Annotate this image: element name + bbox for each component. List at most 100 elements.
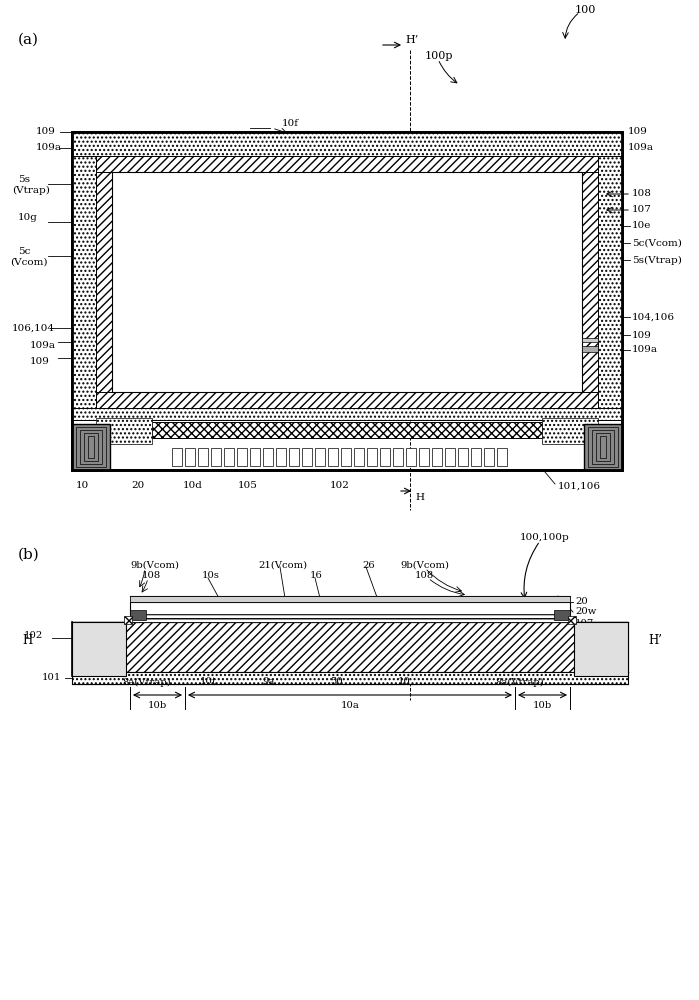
Bar [554,610,570,620]
Text: 10g: 10g [18,214,38,223]
Bar [72,408,622,420]
Text: 20w: 20w [575,607,596,616]
Bar [130,596,570,602]
Text: 10w: 10w [575,631,596,640]
Bar [72,622,628,672]
Text: 10a: 10a [298,263,322,276]
Text: 100: 100 [575,5,596,15]
Text: 109: 109 [628,127,648,136]
Text: 20: 20 [131,482,145,490]
Bar [76,427,106,467]
Text: 50: 50 [330,678,343,686]
Text: 109: 109 [632,330,652,340]
Text: 109: 109 [30,358,50,366]
Bar [72,132,622,156]
Text: 10: 10 [75,482,89,490]
Bar [198,448,208,466]
Text: 100,100p: 100,100p [520,534,570,542]
Text: 107: 107 [632,206,652,215]
Bar [289,448,299,466]
Bar [406,448,416,466]
Text: 101: 101 [42,674,62,682]
Text: 101,106: 101,106 [558,482,601,490]
Text: 102: 102 [330,482,350,490]
Bar [96,418,152,444]
Bar [596,433,610,461]
Text: 100p: 100p [425,51,454,61]
Text: (b): (b) [18,548,40,562]
Text: 9a: 9a [262,678,275,686]
Bar [471,448,481,466]
Text: 108: 108 [142,572,161,580]
Bar [393,448,403,466]
Text: 20: 20 [575,597,588,606]
Text: 10b: 10b [148,700,167,710]
Text: 10f: 10f [282,118,298,127]
Bar [568,616,576,624]
Text: 10d: 10d [183,482,203,490]
Bar [484,448,494,466]
Bar [185,448,195,466]
Text: 109a: 109a [36,143,62,152]
Bar [367,448,377,466]
Bar [584,424,622,470]
Bar [582,346,598,352]
Text: 9b(Vcom): 9b(Vcom) [400,560,449,570]
Bar [315,448,325,466]
Bar [80,430,102,464]
Text: (a): (a) [18,33,39,47]
Bar [458,448,468,466]
Bar [600,436,606,458]
Bar [592,430,614,464]
Text: 10b: 10b [570,296,590,304]
Text: 16: 16 [310,572,323,580]
Text: 10b: 10b [533,700,552,710]
Bar [542,418,598,444]
Text: (Vtrap): (Vtrap) [12,185,50,195]
Text: 10: 10 [398,678,411,686]
Bar [237,448,247,466]
Bar [380,448,390,466]
Text: 5c(Vcom): 5c(Vcom) [632,238,682,247]
Text: 10s: 10s [202,572,220,580]
Bar [598,156,622,420]
Bar [152,422,542,438]
Bar [72,156,96,420]
Text: H: H [22,634,32,647]
Text: 10a: 10a [340,700,359,710]
Bar [582,172,598,408]
Text: 10e: 10e [632,222,651,231]
Bar [130,610,146,620]
Bar [302,448,312,466]
Text: (Vcom): (Vcom) [10,257,48,266]
Text: 107: 107 [575,618,594,628]
Bar [88,436,94,458]
Text: 104,106: 104,106 [632,312,675,322]
Text: 109: 109 [36,127,56,136]
Text: 106,104: 106,104 [12,324,55,332]
Text: 107a: 107a [265,338,291,347]
Bar [112,172,582,392]
Text: 5c: 5c [18,247,30,256]
Text: H’: H’ [405,35,418,45]
Bar [172,448,182,466]
Bar [341,448,351,466]
Bar [72,424,110,470]
Bar [582,338,598,342]
Text: 105: 105 [238,482,258,490]
Text: 109a: 109a [30,340,56,350]
Bar [588,427,618,467]
Text: 9b(Vcom): 9b(Vcom) [130,560,179,570]
Bar [497,448,507,466]
Text: H’: H’ [648,634,662,647]
Bar [96,392,598,408]
Bar [250,448,260,466]
Bar [419,448,429,466]
Bar [96,156,598,172]
Bar [445,448,455,466]
Text: 5s: 5s [18,176,30,184]
Bar [72,132,622,470]
Text: 26: 26 [362,560,375,570]
Text: 108: 108 [415,572,434,580]
Bar [276,448,286,466]
